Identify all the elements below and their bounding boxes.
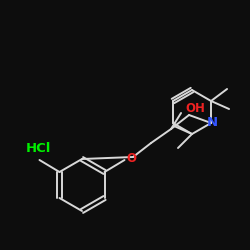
Text: N: N [206, 116, 218, 128]
Text: O: O [126, 152, 136, 166]
Text: HCl: HCl [25, 142, 51, 154]
Text: OH: OH [185, 102, 205, 116]
